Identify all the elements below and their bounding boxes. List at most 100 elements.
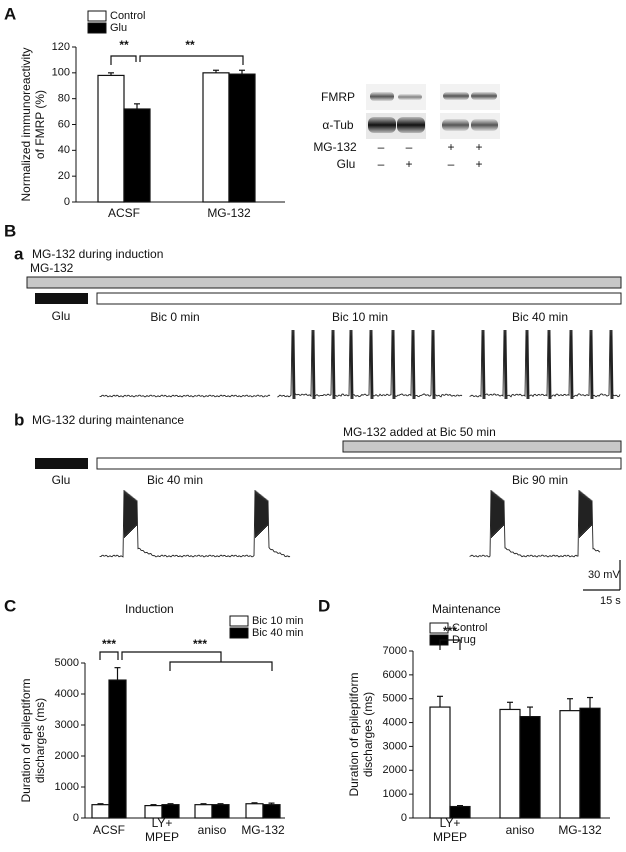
- panel-label: C: [4, 596, 16, 615]
- y-tick-label: 0: [73, 812, 79, 824]
- legend-label: Control: [110, 10, 145, 22]
- legend-label: Drug: [452, 634, 476, 646]
- blot-sign: +: [405, 157, 412, 171]
- glu-label: Glu: [52, 309, 71, 323]
- bar: [449, 805, 471, 819]
- y-tick-label: 4000: [55, 688, 79, 700]
- x-tick-label: ACSF: [93, 823, 125, 837]
- y-tick-label: 60: [58, 118, 70, 130]
- x-tick-label: LY+ MPEP: [433, 816, 467, 844]
- drug-bar-label: MG-132: [30, 261, 74, 275]
- significance-bracket: [169, 661, 273, 671]
- blot-sign: +: [475, 157, 482, 171]
- legend-swatch: [87, 22, 107, 34]
- blot-row-label: MG-132: [313, 140, 357, 154]
- blot-sign: –: [378, 140, 385, 154]
- sub-panel-title: MG-132 during maintenance: [32, 413, 184, 427]
- significance-bracket: [121, 651, 222, 662]
- chart-title: Induction: [125, 602, 174, 616]
- legend-swatch: [229, 627, 249, 639]
- blot-band-label: α-Tub: [322, 118, 353, 132]
- x-tick-label: MG-132: [241, 823, 285, 837]
- legend-swatch: [87, 10, 107, 22]
- bar: [161, 804, 180, 819]
- time-label: Bic 90 min: [512, 473, 568, 487]
- y-tick-label: 4000: [383, 716, 407, 728]
- blot-sign: –: [448, 157, 455, 171]
- y-tick-label: 7000: [383, 645, 407, 657]
- time-label: Bic 0 min: [150, 310, 199, 324]
- y-tick-label: 20: [58, 170, 70, 182]
- y-tick-label: 40: [58, 144, 70, 156]
- blot-sign: +: [447, 140, 454, 154]
- bar: [262, 804, 281, 819]
- time-label: Bic 40 min: [147, 473, 203, 487]
- bar: [211, 804, 230, 819]
- x-tick-label: aniso: [506, 823, 535, 837]
- sub-panel-title: MG-132 during induction: [32, 247, 163, 261]
- bar: [559, 710, 581, 819]
- bar: [91, 804, 110, 819]
- blot-sign: +: [475, 140, 482, 154]
- bar: [228, 73, 256, 203]
- legend-swatch: [429, 622, 449, 634]
- blot-image: [366, 84, 500, 139]
- bar: [97, 74, 125, 203]
- bar: [144, 804, 163, 819]
- y-axis-label: Duration of epileptiformdischarges (ms): [347, 672, 375, 796]
- legend-label: Bic 10 min: [252, 615, 303, 627]
- significance-label: **: [119, 38, 129, 52]
- y-tick-label: 80: [58, 93, 70, 105]
- y-tick-label: 1000: [383, 788, 407, 800]
- glu-label: Glu: [52, 473, 71, 487]
- legend-label: Glu: [110, 22, 127, 34]
- significance-label: ***: [193, 637, 207, 651]
- trace: [277, 329, 463, 400]
- significance-label: ***: [102, 637, 116, 651]
- y-tick-label: 5000: [55, 657, 79, 669]
- bar: [499, 708, 521, 819]
- y-tick-label: 120: [52, 41, 70, 53]
- trace: [99, 394, 271, 398]
- trace: [469, 329, 621, 400]
- y-tick-label: 3000: [55, 719, 79, 731]
- drug-bar: [342, 440, 622, 453]
- trace: [99, 489, 291, 558]
- panel-label: A: [4, 4, 16, 23]
- drug-bar-label: MG-132 added at Bic 50 min: [343, 425, 496, 439]
- bar: [108, 679, 127, 819]
- y-tick-label: 5000: [383, 693, 407, 705]
- trace: [469, 489, 601, 558]
- significance-label: ***: [443, 624, 457, 638]
- significance-bracket: [110, 55, 137, 65]
- x-tick-label: MG-132: [207, 206, 251, 220]
- panel-label: D: [318, 596, 330, 615]
- chart-title: Maintenance: [432, 602, 501, 616]
- glu-bar: [35, 458, 88, 469]
- bic-bar: [96, 457, 622, 470]
- y-tick-label: 3000: [383, 740, 407, 752]
- blot-sign: –: [378, 157, 385, 171]
- y-tick-label: 2000: [383, 764, 407, 776]
- legend-label: Bic 40 min: [252, 627, 303, 639]
- significance-bracket: [139, 55, 244, 65]
- bic-bar: [96, 292, 622, 305]
- x-tick-label: aniso: [198, 823, 227, 837]
- blot-band-label: FMRP: [321, 90, 355, 104]
- y-tick-label: 0: [401, 812, 407, 824]
- y-tick-label: 1000: [55, 781, 79, 793]
- time-label: Bic 10 min: [332, 310, 388, 324]
- bar: [245, 803, 264, 819]
- bar: [519, 716, 541, 819]
- legend-label: Control: [452, 622, 487, 634]
- significance-bracket: [99, 651, 119, 660]
- glu-bar: [35, 293, 88, 304]
- y-tick-label: 2000: [55, 750, 79, 762]
- y-tick-label: 0: [64, 196, 70, 208]
- y-tick-label: 100: [52, 67, 70, 79]
- sub-panel-label: a: [14, 244, 24, 263]
- significance-label: **: [185, 38, 195, 52]
- bar: [429, 706, 451, 819]
- bar: [194, 804, 213, 819]
